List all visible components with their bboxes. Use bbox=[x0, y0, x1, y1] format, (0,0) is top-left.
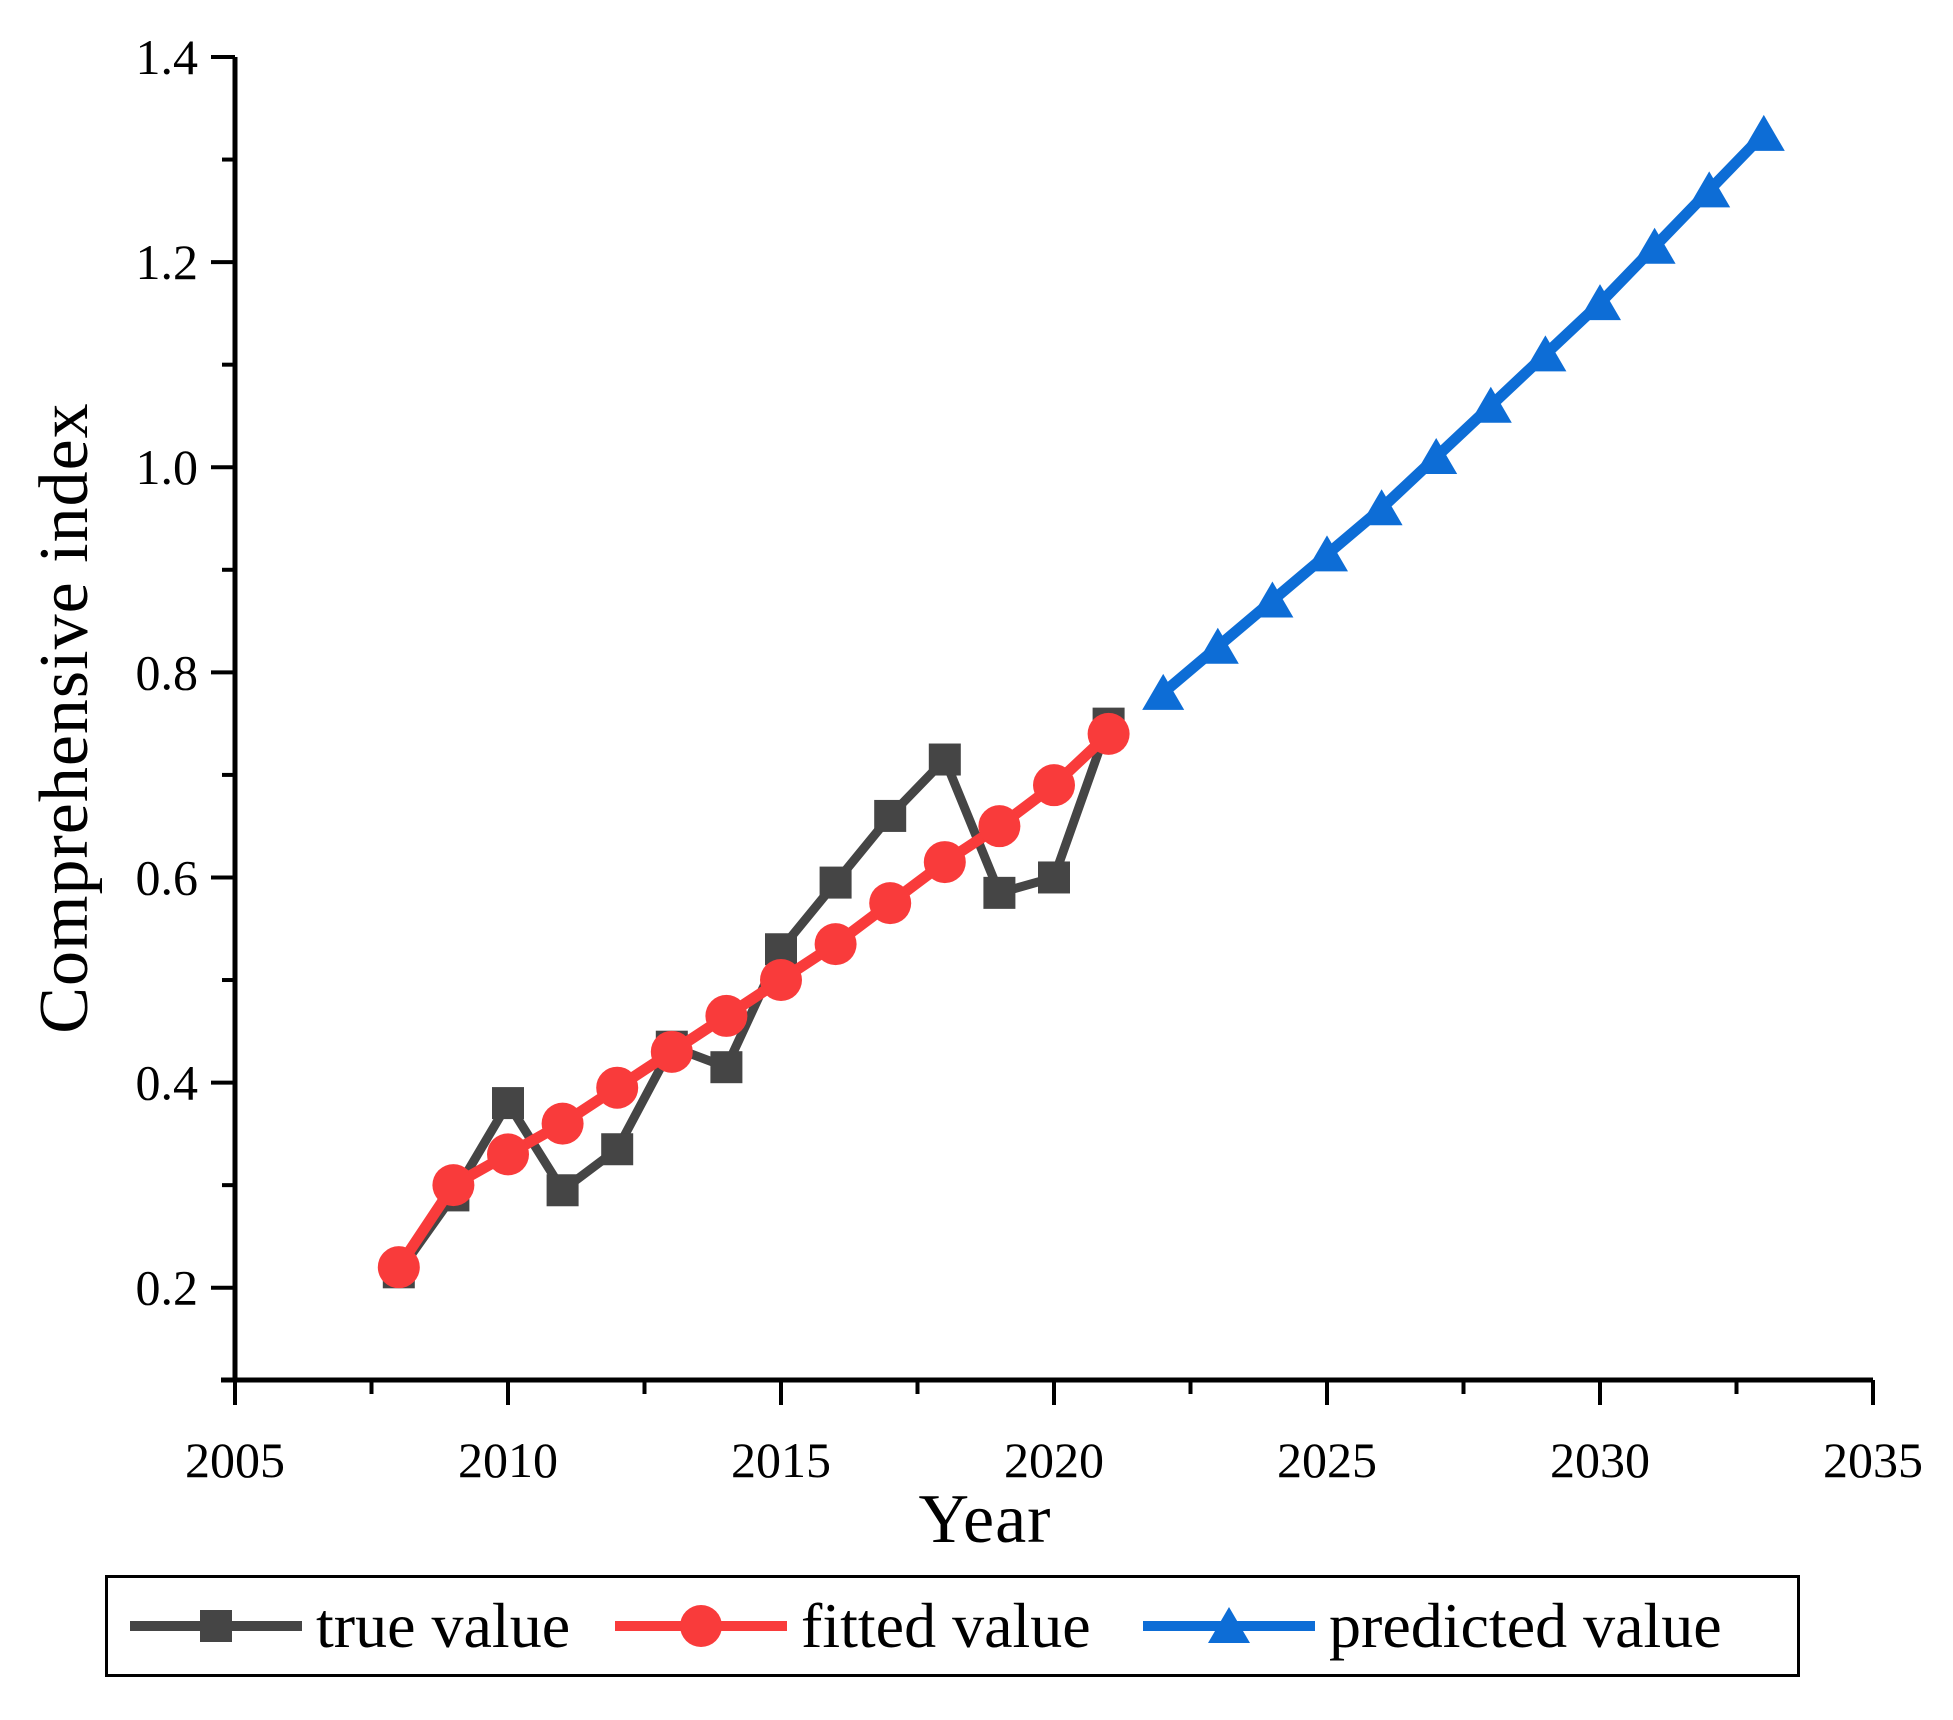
square-marker bbox=[601, 1133, 634, 1166]
series-line bbox=[1159, 130, 1768, 698]
x-tick-label: 2030 bbox=[1550, 1432, 1650, 1488]
y-tick-label: 1.2 bbox=[136, 234, 199, 290]
circle-marker bbox=[487, 1133, 529, 1176]
triangle-marker bbox=[1579, 284, 1621, 321]
square-marker bbox=[928, 743, 961, 776]
circle-marker bbox=[650, 1030, 693, 1073]
triangle-marker bbox=[1306, 535, 1348, 572]
circle-marker bbox=[680, 1605, 722, 1647]
square-marker bbox=[492, 1087, 524, 1120]
circle-marker-icon bbox=[615, 1605, 787, 1647]
x-tick-label: 2025 bbox=[1277, 1432, 1377, 1488]
x-tick-label: 2020 bbox=[1004, 1432, 1104, 1488]
circle-marker bbox=[596, 1066, 639, 1109]
x-tick-label: 2035 bbox=[1823, 1432, 1923, 1488]
square-marker-icon bbox=[130, 1610, 302, 1642]
square-marker bbox=[546, 1174, 579, 1207]
circle-marker bbox=[1087, 712, 1130, 755]
circle-marker bbox=[869, 882, 912, 925]
triangle-marker bbox=[1688, 171, 1731, 208]
triangle-marker bbox=[1415, 437, 1458, 474]
legend: true value fitted value predicted value bbox=[105, 1575, 1800, 1677]
square-marker bbox=[200, 1610, 232, 1642]
legend-label-predicted-value: predicted value bbox=[1329, 1590, 1722, 1661]
triangle-marker bbox=[1469, 386, 1512, 423]
circle-marker bbox=[541, 1102, 584, 1145]
x-tick-label: 2010 bbox=[458, 1432, 558, 1488]
y-tick-label: 1.4 bbox=[136, 29, 199, 85]
triangle-marker bbox=[1251, 581, 1294, 618]
y-tick-label: 0.4 bbox=[136, 1055, 199, 1111]
square-marker bbox=[819, 866, 852, 899]
circle-marker bbox=[705, 994, 748, 1037]
y-tick-label: 0.6 bbox=[136, 849, 199, 905]
triangle-marker bbox=[1360, 489, 1403, 526]
circle-marker bbox=[923, 841, 966, 884]
y-tick-label: 0.8 bbox=[136, 644, 199, 700]
circle-marker bbox=[978, 805, 1021, 848]
circle-marker bbox=[432, 1164, 475, 1207]
legend-label-fitted-value: fitted value bbox=[801, 1590, 1091, 1661]
legend-item-fitted-value: fitted value bbox=[615, 1578, 1091, 1674]
y-axis-title: Comprehensive index bbox=[26, 402, 103, 1034]
circle-marker bbox=[377, 1246, 420, 1289]
square-marker bbox=[874, 799, 907, 832]
circle-marker bbox=[1033, 764, 1075, 807]
legend-item-predicted-value: predicted value bbox=[1143, 1578, 1722, 1674]
triangle-marker bbox=[1208, 1607, 1250, 1643]
triangle-marker bbox=[1524, 335, 1567, 372]
triangle-marker bbox=[1196, 627, 1239, 664]
legend-item-true-value: true value bbox=[130, 1578, 570, 1674]
x-tick-label: 2005 bbox=[185, 1432, 285, 1488]
x-tick-label: 2015 bbox=[731, 1432, 831, 1488]
series-fitted-value bbox=[377, 712, 1130, 1289]
y-tick-label: 1.0 bbox=[136, 439, 199, 495]
square-marker bbox=[1038, 861, 1070, 894]
triangle-marker-icon bbox=[1143, 1607, 1315, 1643]
circle-marker bbox=[760, 959, 802, 1002]
legend-label-true-value: true value bbox=[316, 1590, 571, 1661]
triangle-marker bbox=[1742, 114, 1785, 151]
circle-marker bbox=[814, 923, 857, 966]
series-true-value bbox=[382, 707, 1125, 1289]
triangle-marker bbox=[1142, 673, 1185, 710]
square-marker bbox=[710, 1051, 743, 1084]
triangle-marker bbox=[1633, 227, 1676, 264]
x-axis-title: Year bbox=[918, 1481, 1052, 1558]
y-tick-label: 0.2 bbox=[136, 1260, 199, 1316]
square-marker bbox=[983, 876, 1016, 909]
series-predicted-value bbox=[1142, 114, 1785, 710]
